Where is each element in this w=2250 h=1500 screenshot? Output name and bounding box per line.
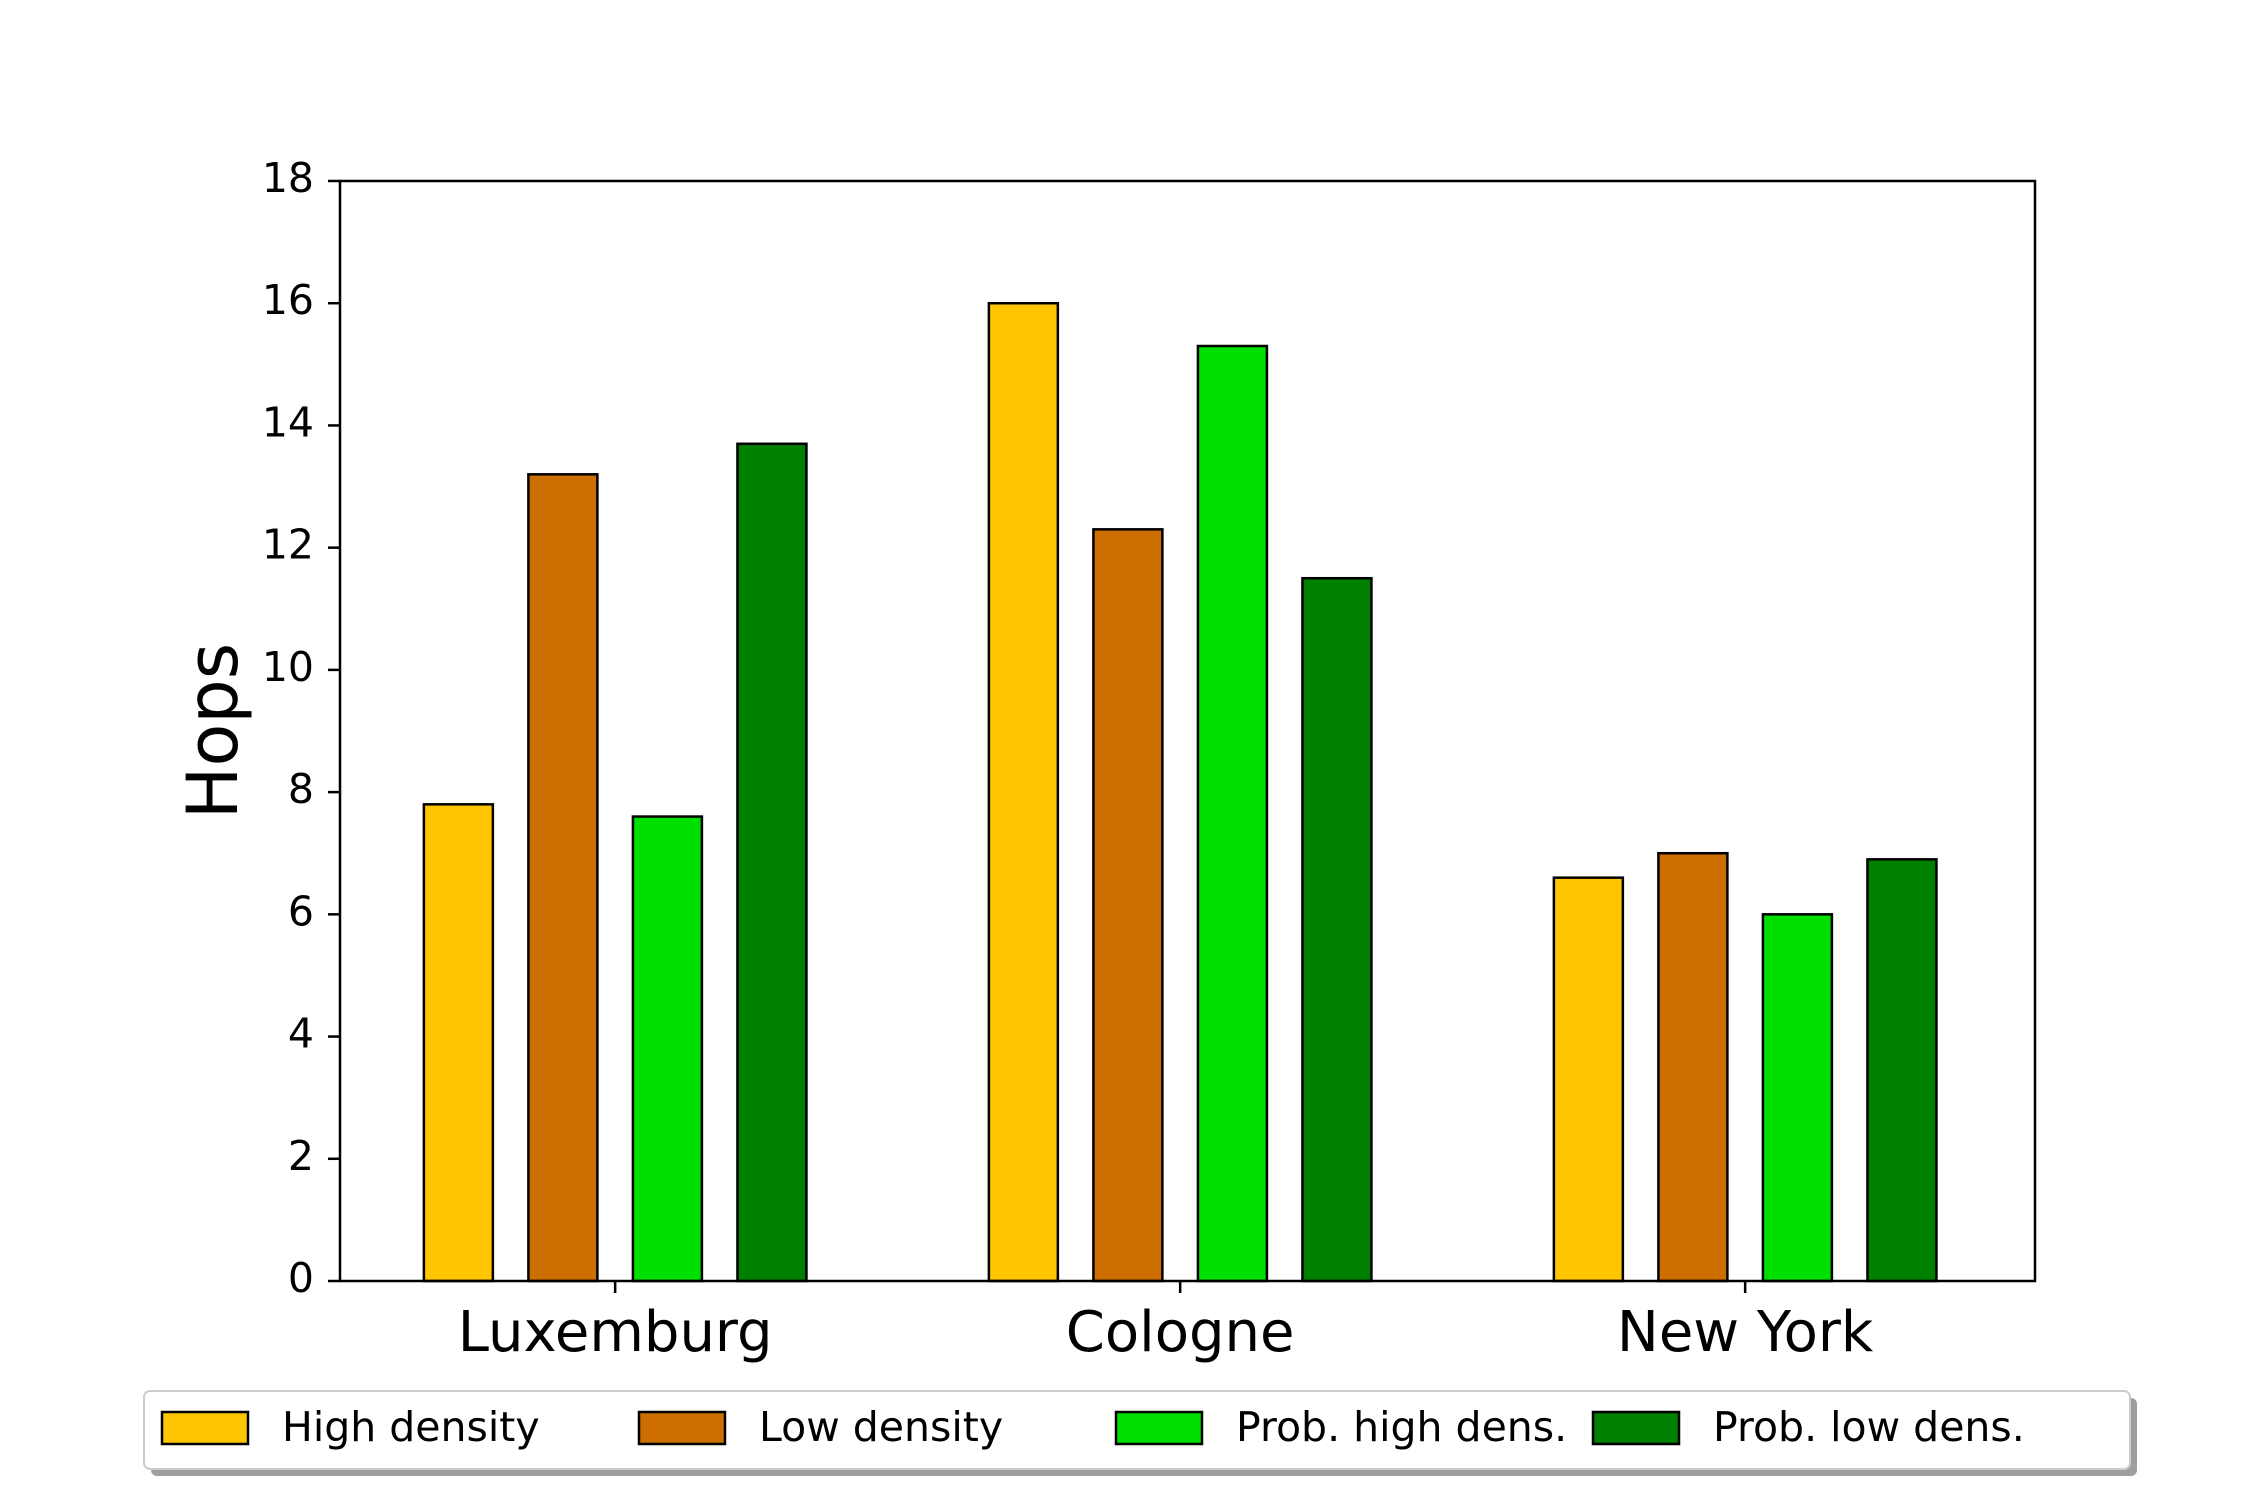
legend-swatch xyxy=(160,1410,250,1446)
legend-label: High density xyxy=(282,1403,540,1451)
plot-area-frame xyxy=(338,179,2037,1283)
y-tick-label: 14 xyxy=(262,398,314,446)
legend-label: Prob. high dens. xyxy=(1236,1403,1567,1451)
y-tick-label: 4 xyxy=(288,1010,314,1058)
bar-new-york-series-4 xyxy=(1866,858,1938,1283)
bar-new-york-series-3 xyxy=(1761,913,1834,1283)
legend-swatch xyxy=(1114,1410,1204,1446)
bar-new-york-series-2 xyxy=(1657,851,1729,1283)
x-axis: Luxemburg Cologne New York xyxy=(458,1281,1874,1365)
y-tick-label: 16 xyxy=(262,276,314,324)
bar-cologne-series-1 xyxy=(987,301,1060,1283)
bar-cologne-series-3 xyxy=(1196,344,1269,1283)
y-tick-label: 10 xyxy=(262,643,314,691)
legend-label: Low density xyxy=(759,1403,1003,1451)
legend-entries: High density Low density Prob. high dens. P… xyxy=(160,1403,2025,1451)
y-tick-label: 18 xyxy=(262,154,314,202)
y-axis: 0 2 4 6 8 10 12 14 16 18 xyxy=(262,154,340,1302)
legend-label: Prob. low dens. xyxy=(1713,1403,2025,1451)
legend: High density Low density Prob. high dens. P… xyxy=(143,1390,2137,1476)
y-tick-label: 0 xyxy=(288,1254,314,1302)
x-category-label: Luxemburg xyxy=(458,1300,773,1365)
legend-swatch xyxy=(1591,1410,1681,1446)
y-tick-label: 2 xyxy=(288,1132,314,1180)
y-tick-label: 8 xyxy=(288,765,314,813)
bar-new-york-series-1 xyxy=(1552,876,1625,1283)
y-tick-label: 12 xyxy=(262,521,314,569)
y-axis-title: Hops xyxy=(172,643,254,819)
legend-swatch xyxy=(637,1410,727,1446)
bar-luxemburg-series-1 xyxy=(422,803,495,1283)
x-category-label: Cologne xyxy=(1066,1300,1295,1365)
y-tick-label: 6 xyxy=(288,887,314,935)
bar-cologne-series-4 xyxy=(1301,576,1373,1283)
bar-luxemburg-series-2 xyxy=(527,473,599,1283)
x-category-label: New York xyxy=(1617,1300,1874,1365)
bar-cologne-series-2 xyxy=(1092,528,1164,1283)
bars-layer xyxy=(422,301,1938,1283)
bar-luxemburg-series-3 xyxy=(631,815,704,1283)
bar-luxemburg-series-4 xyxy=(736,442,808,1283)
